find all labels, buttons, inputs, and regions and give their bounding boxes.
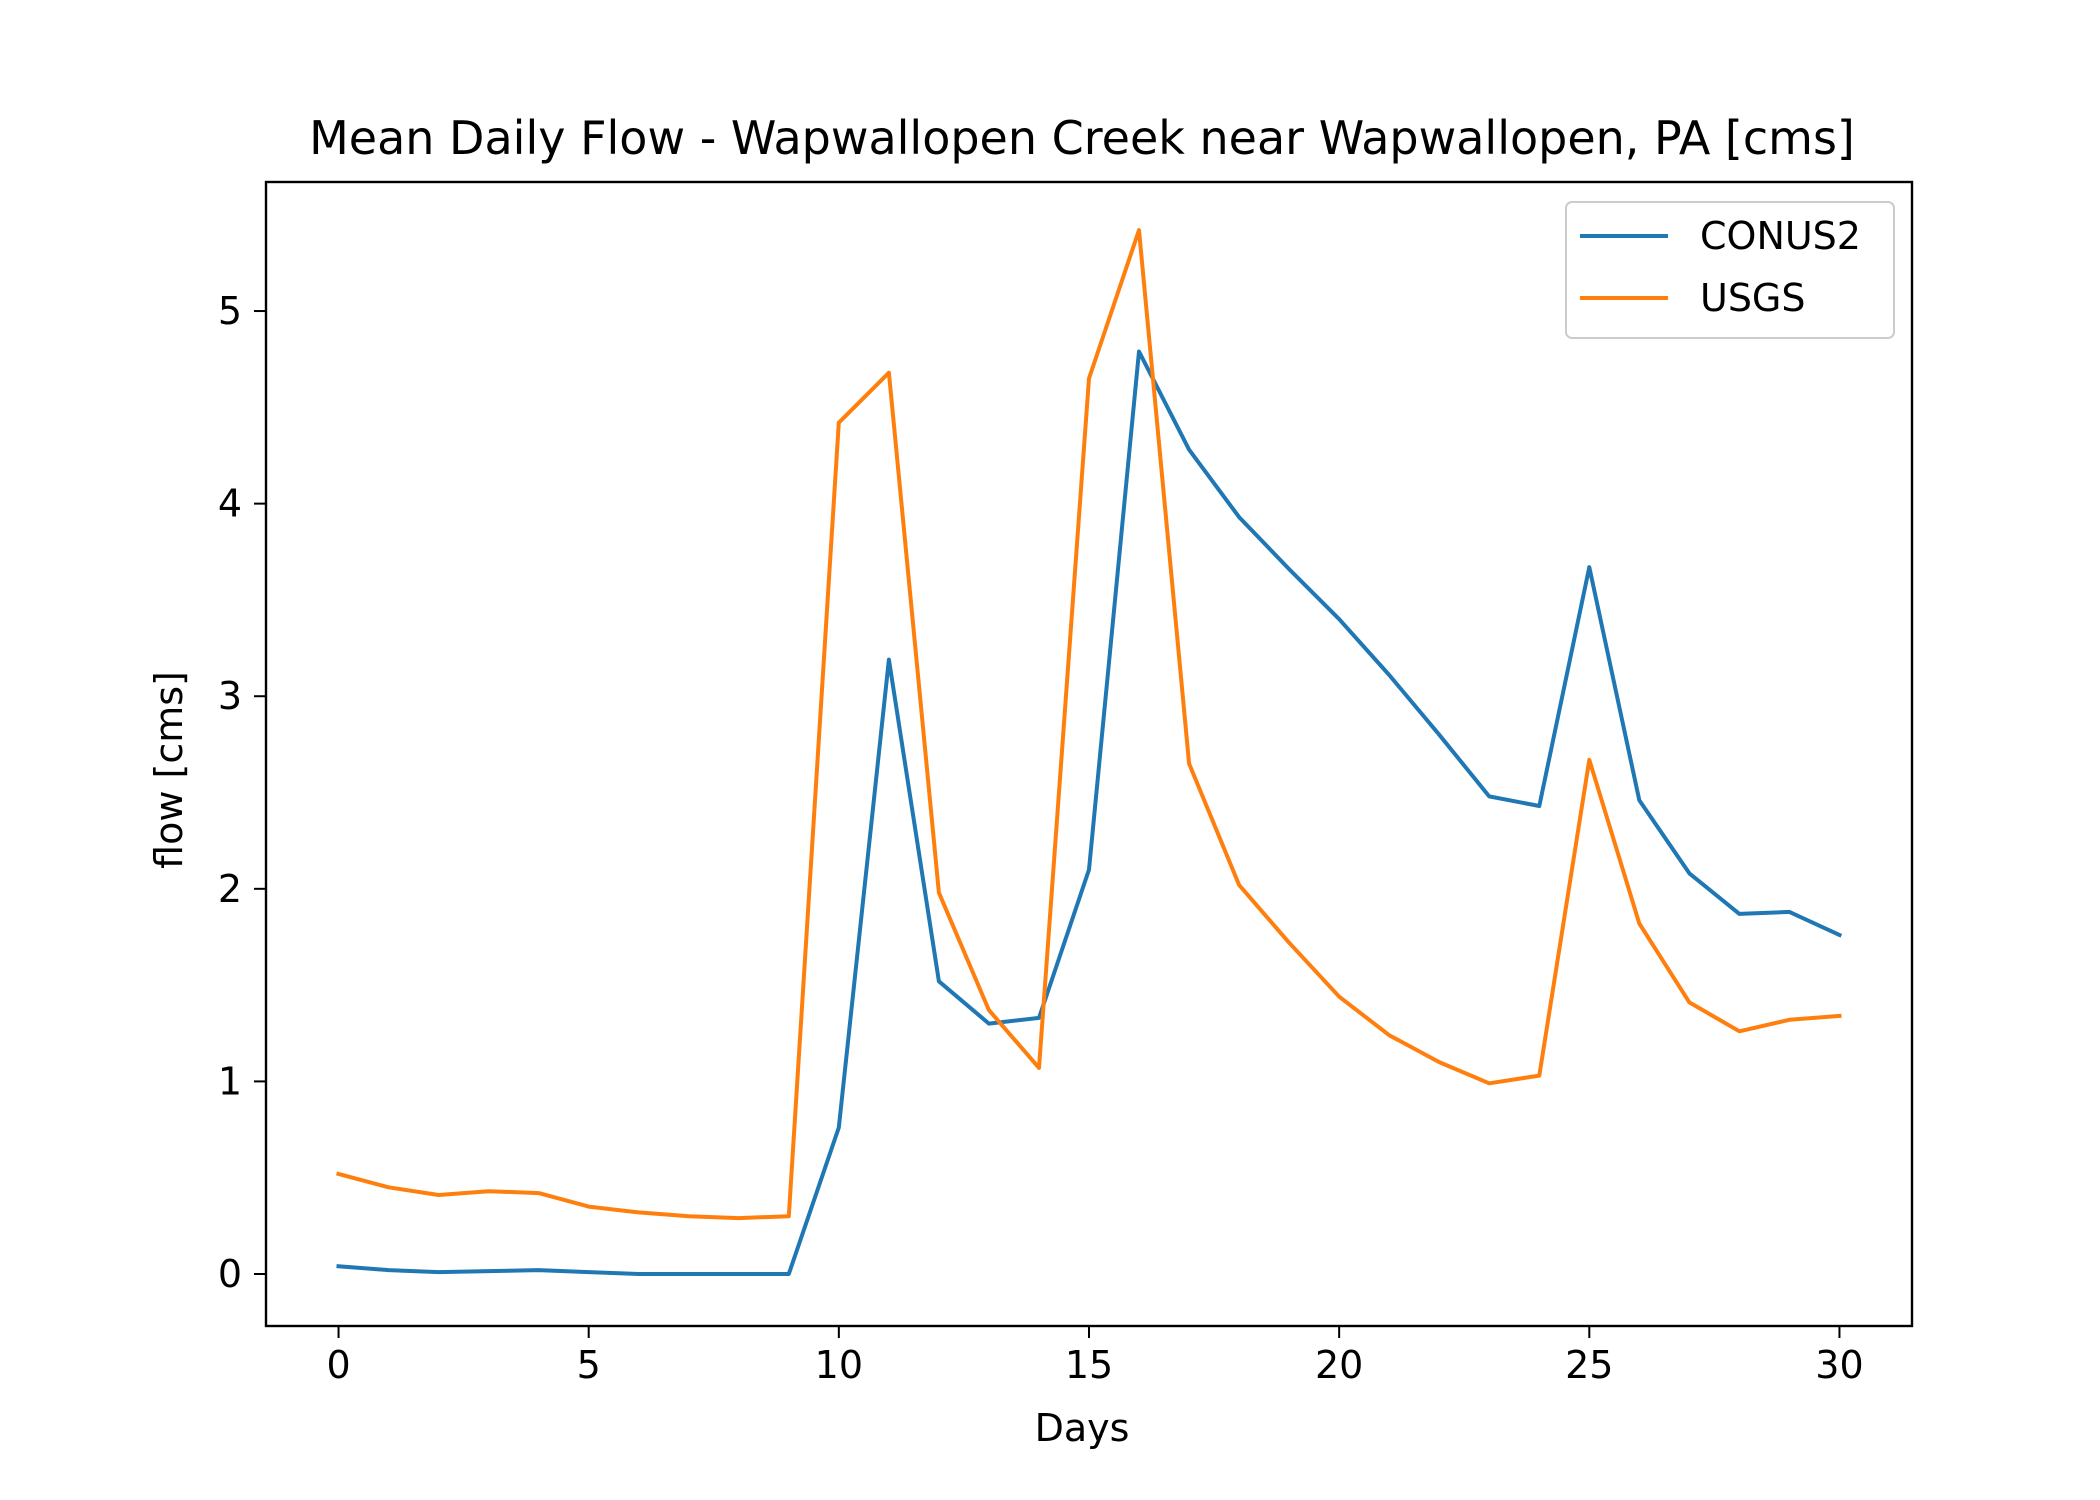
chart-title: Mean Daily Flow - Wapwallopen Creek near… xyxy=(309,111,1855,165)
x-tick-label: 0 xyxy=(326,1343,350,1387)
x-axis-label: Days xyxy=(1035,1406,1130,1450)
y-axis: 0 1 2 3 4 5 xyxy=(218,289,266,1296)
y-tick-label: 3 xyxy=(218,674,242,718)
x-tick-label: 5 xyxy=(577,1343,601,1387)
x-tick-label: 25 xyxy=(1565,1343,1613,1387)
y-tick-label: 2 xyxy=(218,867,242,911)
legend: CONUS2 USGS xyxy=(1565,201,1895,339)
x-tick-label: 20 xyxy=(1315,1343,1363,1387)
plot-area xyxy=(336,228,1843,1276)
x-tick-label: 15 xyxy=(1065,1343,1113,1387)
y-tick-label: 0 xyxy=(218,1252,242,1296)
y-tick-label: 1 xyxy=(218,1059,242,1103)
legend-label-conus2: CONUS2 xyxy=(1700,214,1861,258)
x-tick-label: 10 xyxy=(815,1343,863,1387)
series-line-usgs xyxy=(336,228,1842,1221)
y-axis-label: flow [cms] xyxy=(147,671,191,869)
x-tick-label: 30 xyxy=(1815,1343,1863,1387)
y-tick-label: 5 xyxy=(218,289,242,333)
series-line-conus2 xyxy=(336,349,1843,1276)
x-axis: 0 5 10 15 20 25 30 xyxy=(326,1326,1864,1387)
y-tick-label: 4 xyxy=(218,482,242,526)
legend-label-usgs: USGS xyxy=(1700,276,1806,320)
